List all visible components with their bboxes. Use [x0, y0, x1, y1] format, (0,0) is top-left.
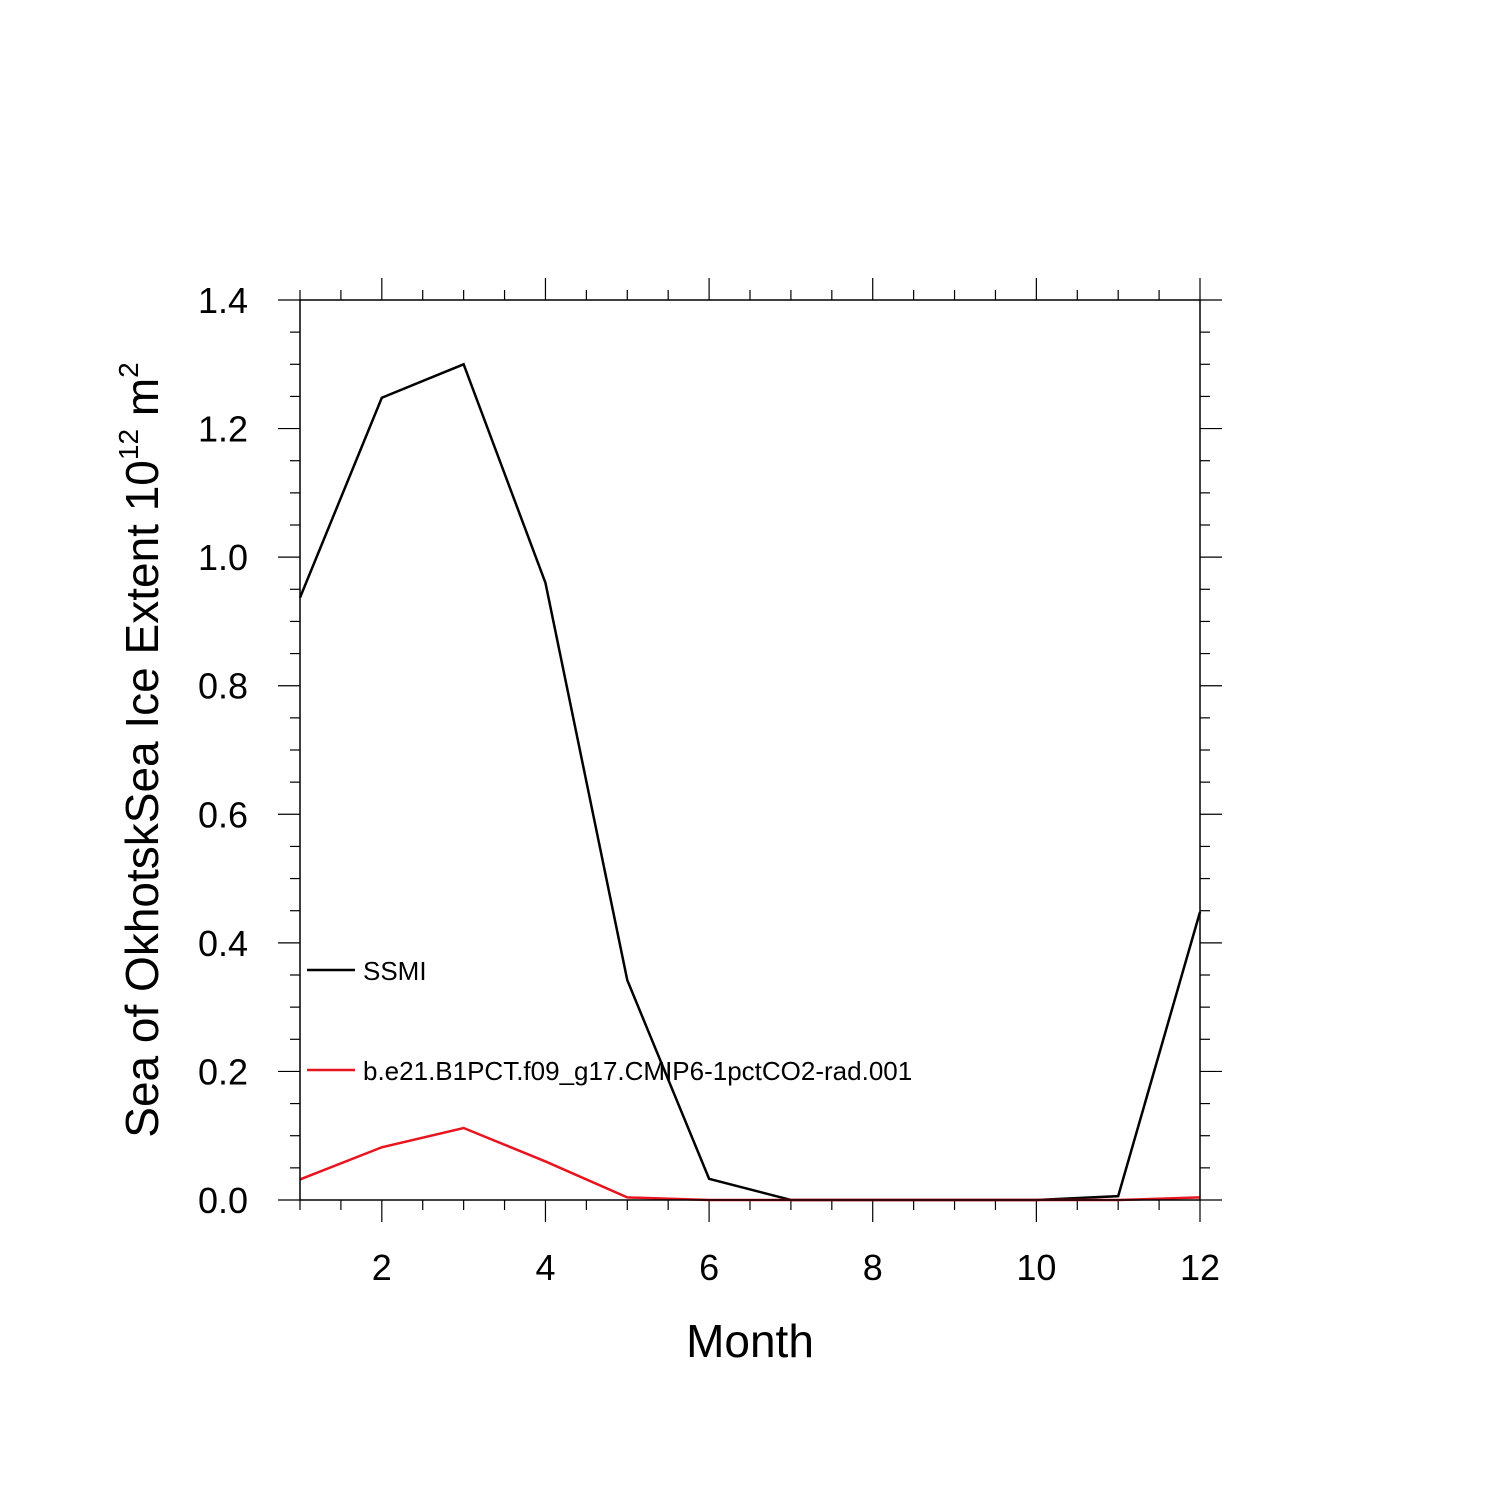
y-axis-title-unit-exponent: 2 [113, 362, 144, 378]
axis-ticks [278, 278, 1222, 1222]
x-tick-label: 8 [863, 1247, 883, 1288]
x-tick-label: 10 [1016, 1247, 1056, 1288]
x-tick-label: 4 [535, 1247, 555, 1288]
y-tick-label: 0.2 [198, 1051, 248, 1092]
y-tick-label: 0.4 [198, 923, 248, 964]
legend-label: b.e21.B1PCT.f09_g17.CMIP6-1pctCO2-rad.00… [363, 1056, 912, 1086]
y-axis-title: Sea of OkhotskSea Ice Extent 1012 m2 [113, 362, 168, 1137]
legend-label: SSMI [363, 956, 427, 986]
y-tick-label: 0.0 [198, 1180, 248, 1221]
y-tick-label: 1.2 [198, 409, 248, 450]
x-axis-title: Month [686, 1315, 814, 1367]
y-axis-title-unit: m [116, 378, 168, 429]
x-tick-label: 6 [699, 1247, 719, 1288]
x-tick-label: 2 [372, 1247, 392, 1288]
tick-labels: 2 4 6 8 10 12 0.0 0.2 0.4 0.6 0.8 1.0 1.2 1.4 [198, 280, 1220, 1288]
plot-frame [299, 299, 1201, 1201]
y-axis-title-exponent: 12 [113, 429, 144, 460]
y-tick-label: 0.8 [198, 666, 248, 707]
y-tick-label: 1.4 [198, 280, 248, 321]
x-tick-label: 12 [1180, 1247, 1220, 1288]
y-axis-title-main: Sea of OkhotskSea Ice Extent 10 [116, 460, 168, 1138]
y-tick-label: 0.6 [198, 794, 248, 835]
legend: SSMI b.e21.B1PCT.f09_g17.CMIP6-1pctCO2-ra… [307, 956, 912, 1086]
y-tick-label: 1.0 [198, 537, 248, 578]
